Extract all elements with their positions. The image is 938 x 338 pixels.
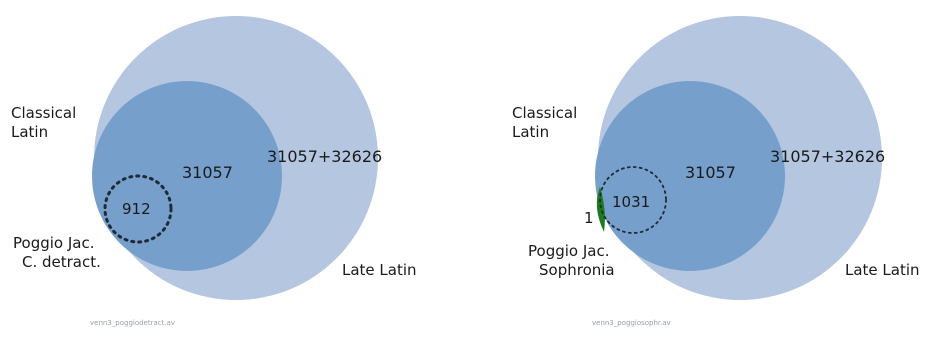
subset-label: Poggio Jac. Sophronia (528, 242, 615, 279)
inner-count-label: 31057 (182, 163, 233, 182)
classical-latin-label: Classical Latin (512, 104, 582, 141)
inner-count-label: 31057 (685, 163, 736, 182)
figure-caption: venn3_poggiosophr.av (592, 319, 671, 327)
figure-caption: venn3_poggiodetract.av (90, 319, 175, 327)
outer-count-label: 31057+32626 (267, 147, 382, 166)
late-latin-label: Late Latin (342, 261, 417, 279)
subset-dotted-circle (103, 174, 173, 244)
late-latin-label: Late Latin (845, 261, 920, 279)
classical-latin-label: Classical Latin (11, 104, 81, 141)
subset-dotted-circle (599, 166, 667, 234)
subset-count-label: 1031 (612, 193, 650, 211)
subset-label: Poggio Jac. C. detract. (13, 234, 101, 271)
classical-latin-circle (595, 81, 785, 271)
venn-panel-left: Classical Latin 31057 31057+32626 912 Po… (11, 16, 417, 327)
green-sliver (596, 187, 605, 232)
extra-count-label: 1 (584, 209, 594, 227)
subset-count-label: 912 (122, 200, 151, 218)
outer-count-label: 31057+32626 (770, 147, 885, 166)
venn-panel-right: Classical Latin 31057 31057+32626 1031 1… (512, 16, 920, 327)
classical-latin-circle (92, 81, 282, 271)
